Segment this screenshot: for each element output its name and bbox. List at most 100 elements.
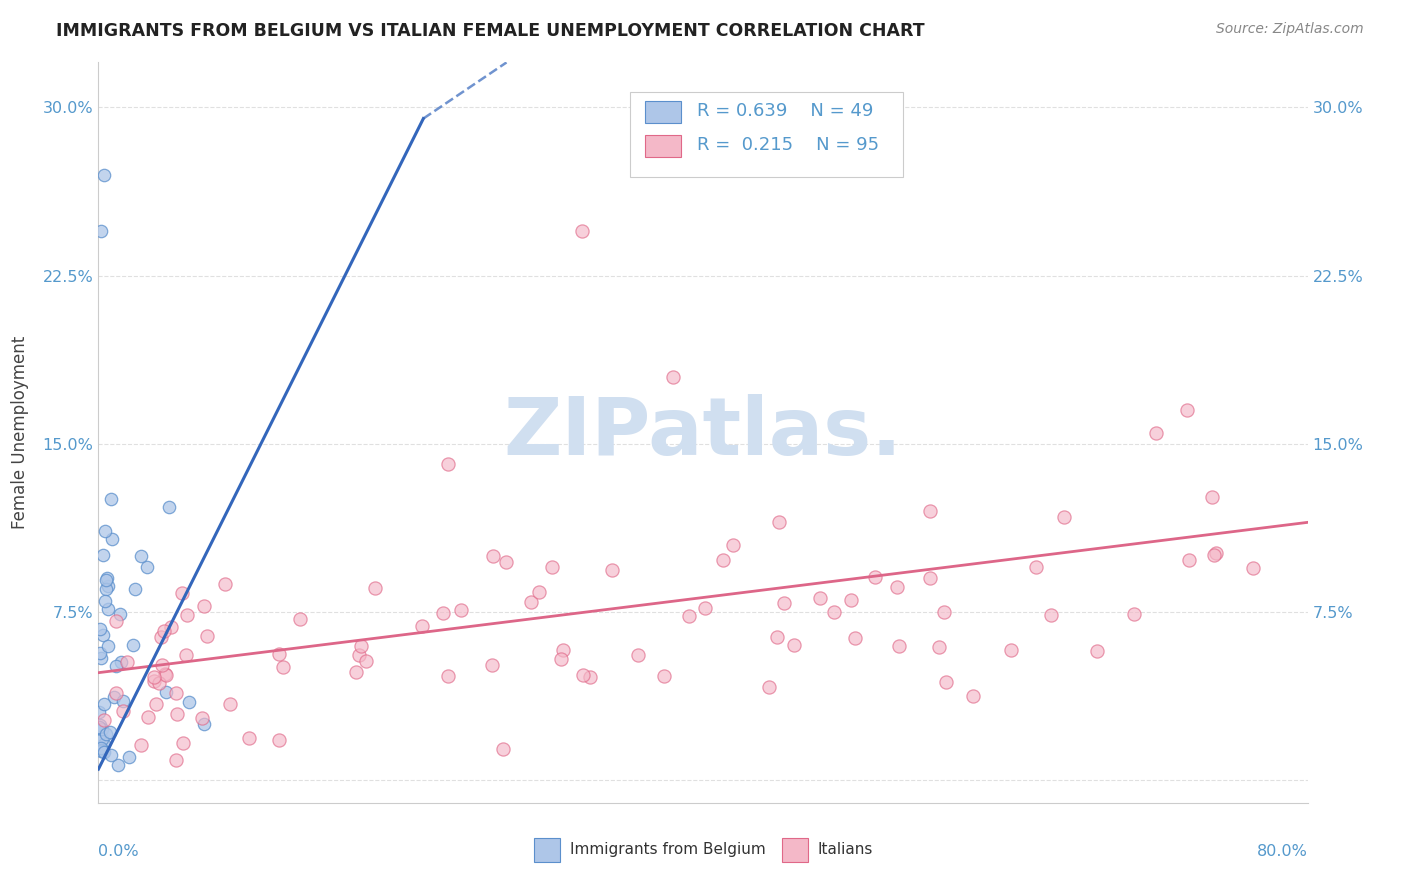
FancyBboxPatch shape <box>782 838 808 862</box>
Point <box>723 538 745 552</box>
Point <box>90 743 112 757</box>
Point <box>111 694 134 708</box>
Point <box>97 640 120 654</box>
Point <box>124 582 146 596</box>
Point <box>1053 510 1076 524</box>
Point <box>93 713 115 727</box>
Text: R = 0.639    N = 49: R = 0.639 N = 49 <box>697 103 873 120</box>
Point <box>150 657 173 672</box>
Point <box>91 731 114 746</box>
Point <box>918 571 941 585</box>
Text: R =  0.215    N = 95: R = 0.215 N = 95 <box>697 136 879 154</box>
Point <box>450 602 472 616</box>
Point <box>551 643 574 657</box>
Y-axis label: Female Unemployment: Female Unemployment <box>11 336 28 529</box>
Point <box>491 742 513 756</box>
Point <box>91 722 114 736</box>
Point <box>918 504 941 518</box>
Point <box>122 638 145 652</box>
Point <box>1122 607 1144 622</box>
Point <box>495 555 517 569</box>
Point <box>153 666 176 681</box>
Point <box>481 657 503 672</box>
Point <box>578 670 600 684</box>
Point <box>773 595 796 609</box>
Point <box>758 680 780 694</box>
Point <box>104 686 127 700</box>
Point <box>844 631 866 645</box>
Point <box>96 571 118 585</box>
Text: Source: ZipAtlas.com: Source: ZipAtlas.com <box>1216 22 1364 37</box>
Point <box>87 731 110 746</box>
Point <box>129 549 152 563</box>
Point <box>87 720 110 734</box>
Point <box>136 560 159 574</box>
Point <box>482 549 505 563</box>
Point <box>808 591 831 605</box>
Point <box>104 659 127 673</box>
Point <box>520 595 543 609</box>
Point <box>111 704 134 718</box>
Point <box>823 605 845 619</box>
Point <box>145 697 167 711</box>
Point <box>238 731 260 745</box>
Point <box>1085 643 1108 657</box>
Point <box>96 579 118 593</box>
Point <box>1144 425 1167 440</box>
Point <box>91 744 114 758</box>
Point <box>91 548 114 562</box>
Point <box>103 690 125 705</box>
Point <box>89 646 111 660</box>
Point <box>600 563 623 577</box>
Point <box>193 717 215 731</box>
Point <box>107 758 129 772</box>
Point <box>191 711 214 725</box>
Point <box>94 582 117 596</box>
Point <box>160 620 183 634</box>
Point <box>97 602 120 616</box>
Point <box>783 638 806 652</box>
Point <box>1201 490 1223 504</box>
Point <box>90 740 112 755</box>
Point <box>89 718 111 732</box>
Text: 0.0%: 0.0% <box>98 845 139 860</box>
Point <box>411 619 433 633</box>
Point <box>100 532 122 546</box>
Point <box>105 615 128 629</box>
Point <box>94 573 117 587</box>
Point <box>142 670 165 684</box>
Point <box>1205 546 1227 560</box>
Point <box>550 652 572 666</box>
Text: IMMIGRANTS FROM BELGIUM VS ITALIAN FEMALE UNEMPLOYMENT CORRELATION CHART: IMMIGRANTS FROM BELGIUM VS ITALIAN FEMAL… <box>56 22 925 40</box>
Point <box>93 697 115 711</box>
Point <box>90 224 112 238</box>
Point <box>90 743 112 757</box>
Point <box>166 753 188 767</box>
Point <box>172 736 194 750</box>
Point <box>148 675 170 690</box>
Point <box>1040 607 1063 622</box>
Point <box>1175 403 1198 417</box>
Point <box>766 630 789 644</box>
Point <box>347 648 370 663</box>
Point <box>93 737 115 751</box>
Point <box>117 750 139 764</box>
Point <box>157 500 180 515</box>
Point <box>887 639 910 653</box>
Point <box>1241 560 1264 574</box>
Point <box>1178 553 1201 567</box>
Point <box>176 608 198 623</box>
Point <box>932 605 955 619</box>
Point <box>678 609 700 624</box>
Point <box>839 593 862 607</box>
Point <box>90 650 112 665</box>
Point <box>100 492 122 507</box>
Point <box>214 577 236 591</box>
Point <box>267 648 290 662</box>
Text: Italians: Italians <box>818 842 873 857</box>
Point <box>195 629 218 643</box>
Point <box>176 648 198 662</box>
Point <box>93 168 115 182</box>
Point <box>155 684 177 698</box>
FancyBboxPatch shape <box>630 92 903 178</box>
